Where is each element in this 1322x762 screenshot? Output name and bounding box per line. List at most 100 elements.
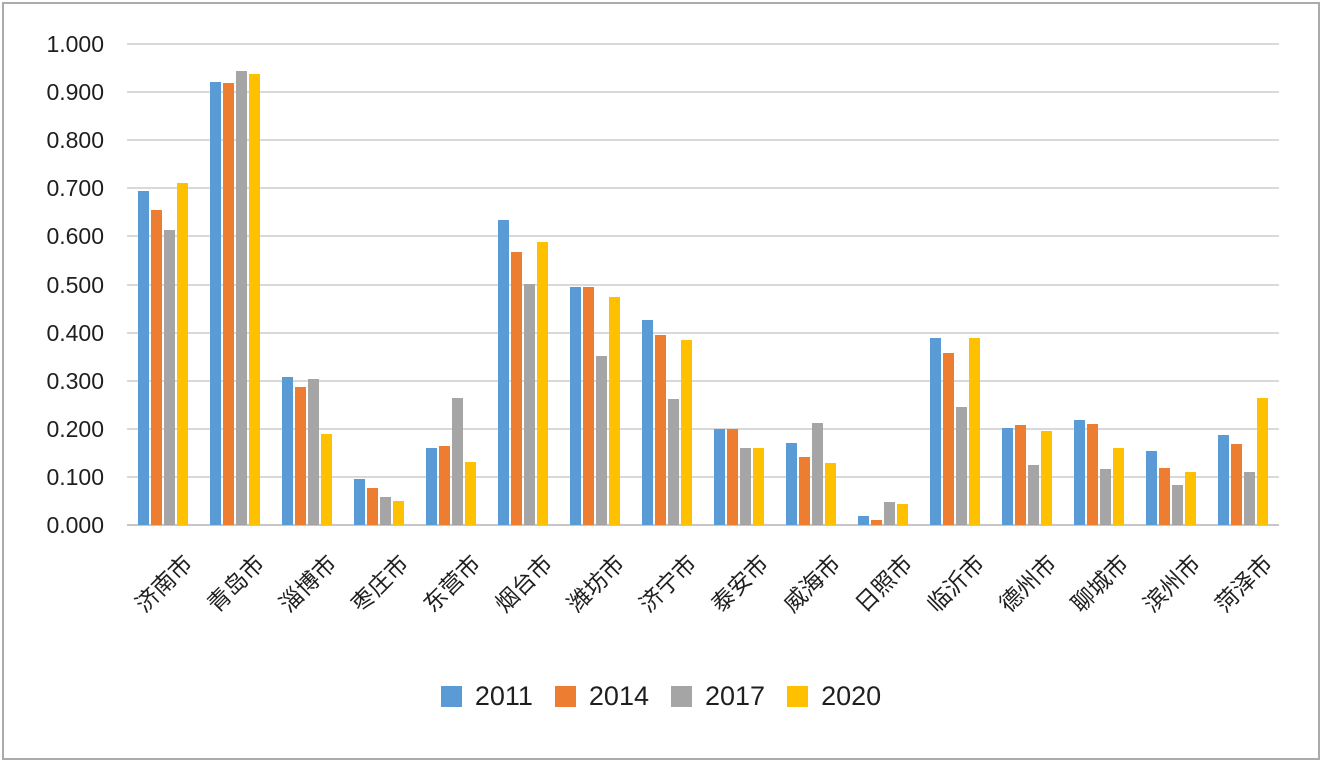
bar-2017 bbox=[812, 423, 823, 525]
bar-2020 bbox=[1113, 448, 1124, 525]
gridline bbox=[127, 379, 1279, 382]
bar-2020 bbox=[1257, 398, 1268, 525]
y-tick-label: 0.400 bbox=[46, 319, 104, 346]
bar-2011 bbox=[282, 377, 293, 525]
bar-2014 bbox=[151, 210, 162, 525]
legend-swatch bbox=[670, 685, 692, 707]
y-tick-label: 0.000 bbox=[46, 512, 104, 538]
x-tick-label: 淄博市 bbox=[274, 550, 342, 618]
legend-swatch bbox=[440, 685, 462, 707]
y-tick-label: 0.200 bbox=[46, 415, 104, 442]
bar-2017 bbox=[164, 230, 175, 525]
bar-2011 bbox=[1146, 451, 1157, 525]
bar-2017 bbox=[1028, 465, 1039, 525]
bar-2011 bbox=[858, 516, 869, 525]
bar-2011 bbox=[498, 220, 509, 525]
bar-group bbox=[631, 44, 703, 525]
x-tick-label: 潍坊市 bbox=[562, 550, 630, 618]
bar-2017 bbox=[668, 399, 679, 525]
gridline bbox=[127, 91, 1279, 94]
bar-2020 bbox=[1041, 431, 1052, 525]
bar-2011 bbox=[642, 320, 653, 525]
bar-2011 bbox=[354, 479, 365, 525]
bar-group bbox=[199, 44, 271, 525]
bar-2014 bbox=[727, 429, 738, 525]
bar-2011 bbox=[426, 448, 437, 525]
bar-2020 bbox=[753, 448, 764, 525]
x-tick-label: 济宁市 bbox=[634, 550, 702, 618]
bar-2017 bbox=[884, 502, 895, 525]
y-tick-label: 1.000 bbox=[46, 31, 104, 57]
bar-group bbox=[847, 44, 919, 525]
bar-2011 bbox=[138, 191, 149, 525]
bar-2011 bbox=[1218, 435, 1229, 525]
bar-2017 bbox=[380, 497, 391, 525]
bar-2011 bbox=[1002, 428, 1013, 525]
x-tick-label: 菏泽市 bbox=[1210, 550, 1278, 618]
bar-group bbox=[1063, 44, 1135, 525]
bar-2020 bbox=[177, 183, 188, 525]
bar-2011 bbox=[714, 429, 725, 525]
legend-swatch bbox=[554, 685, 576, 707]
bar-2020 bbox=[321, 434, 332, 525]
gridline bbox=[127, 43, 1279, 45]
x-tick-label: 威海市 bbox=[778, 550, 846, 618]
bar-2017 bbox=[308, 379, 319, 525]
legend-swatch bbox=[787, 685, 809, 707]
y-tick-label: 0.600 bbox=[46, 223, 104, 250]
legend-label: 2014 bbox=[588, 681, 649, 711]
bar-2014 bbox=[943, 353, 954, 525]
bar-2017 bbox=[740, 448, 751, 525]
bar-2011 bbox=[210, 82, 221, 525]
bar-2014 bbox=[511, 252, 522, 525]
x-tick-label: 泰安市 bbox=[706, 550, 774, 618]
bar-2014 bbox=[367, 488, 378, 525]
gridline bbox=[127, 427, 1279, 430]
bar-2011 bbox=[930, 338, 941, 525]
gridline bbox=[127, 475, 1279, 478]
bar-2011 bbox=[1074, 420, 1085, 525]
bar-2017 bbox=[1172, 485, 1183, 525]
bar-2017 bbox=[596, 356, 607, 525]
bar-2017 bbox=[452, 398, 463, 525]
bar-2020 bbox=[681, 340, 692, 525]
gridline bbox=[127, 283, 1279, 286]
legend: 2011 2014 2017 2020 bbox=[0, 676, 1322, 716]
gridline bbox=[127, 139, 1279, 142]
bar-2017 bbox=[956, 407, 967, 525]
bar-2014 bbox=[1015, 425, 1026, 525]
bar-2020 bbox=[609, 297, 620, 525]
gridline bbox=[127, 235, 1279, 238]
x-tick-label: 青岛市 bbox=[202, 550, 270, 618]
legend-label: 2011 bbox=[474, 681, 533, 711]
bar-group bbox=[703, 44, 775, 525]
legend-label: 2020 bbox=[821, 681, 882, 711]
gridline bbox=[127, 331, 1279, 334]
legend-item: 2011 bbox=[440, 681, 533, 711]
bar-2020 bbox=[1185, 472, 1196, 525]
bar-2020 bbox=[393, 501, 404, 525]
x-tick-label: 德州市 bbox=[994, 550, 1062, 618]
bar-2014 bbox=[583, 287, 594, 525]
bar-group bbox=[415, 44, 487, 525]
legend-item: 2014 bbox=[554, 681, 649, 711]
bar-2014 bbox=[1231, 444, 1242, 525]
bar-2011 bbox=[786, 443, 797, 525]
bar-group bbox=[127, 44, 199, 525]
bar-group bbox=[1135, 44, 1207, 525]
legend-item: 2017 bbox=[670, 681, 765, 711]
bar-2014 bbox=[655, 335, 666, 525]
bar-2017 bbox=[1100, 469, 1111, 525]
x-tick-label: 烟台市 bbox=[490, 550, 558, 618]
bar-2020 bbox=[249, 74, 260, 525]
bar-2020 bbox=[969, 338, 980, 525]
bar-2014 bbox=[1087, 424, 1098, 525]
bar-2014 bbox=[439, 446, 450, 525]
bar-group bbox=[775, 44, 847, 525]
bar-group bbox=[559, 44, 631, 525]
bar-group bbox=[919, 44, 991, 525]
x-tick-label: 滨州市 bbox=[1138, 550, 1206, 618]
y-tick-label: 0.300 bbox=[46, 367, 104, 394]
bar-group bbox=[487, 44, 559, 525]
